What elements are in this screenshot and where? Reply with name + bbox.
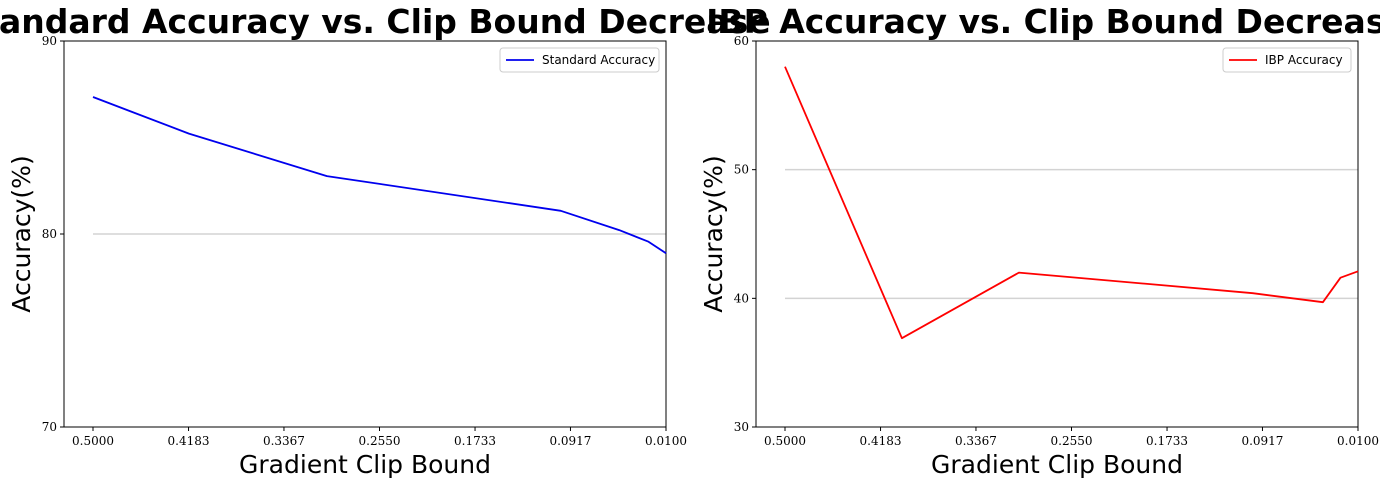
legend-entry: IBP Accuracy — [1265, 53, 1343, 67]
x-tick-label: 0.0917 — [1241, 434, 1283, 448]
plot-frame — [755, 40, 1359, 428]
x-tick-label: 0.5000 — [72, 434, 114, 448]
legend-box — [499, 47, 660, 73]
chart-panel-1: 70 80 90 0.5000 0.4183 0.3367 0.2550 0.1733 0.09… — [0, 2, 771, 479]
series-line-1 — [784, 66, 1359, 340]
y-axis-label: Accuracy(%) — [7, 155, 36, 312]
chart-title: IBP Accuracy vs. Clip Bound Decrease — [706, 2, 1380, 41]
chart-panel-2: 30 40 50 60 0.5000 0.4183 0.3367 0.2550 0.1733 0.… — [699, 2, 1380, 479]
x-axis-label: Gradient Clip Bound — [931, 450, 1183, 479]
x-tick-label: 0.3367 — [263, 434, 305, 448]
y-tick-label: 30 — [734, 420, 749, 434]
y-tick-label: 90 — [42, 34, 57, 48]
x-tick-label: 0.3367 — [955, 434, 997, 448]
x-tick-label: 0.2550 — [359, 434, 401, 448]
x-tick-label: 0.1733 — [454, 434, 496, 448]
x-tick-label: 0.1733 — [1146, 434, 1188, 448]
x-tick-label: 0.4183 — [860, 434, 902, 448]
x-tick-label: 0.0917 — [549, 434, 591, 448]
x-axis-label: Gradient Clip Bound — [239, 450, 491, 479]
series-line-1 — [92, 96, 667, 255]
y-tick-label: 50 — [734, 163, 749, 177]
x-tick-label: 0.5000 — [764, 434, 806, 448]
x-tick-label: 0.0100 — [645, 434, 687, 448]
x-tick-label: 0.0100 — [1337, 434, 1379, 448]
y-axis-label: Accuracy(%) — [699, 155, 728, 312]
y-tick-label: 80 — [42, 227, 57, 241]
legend: Standard Accuracy — [499, 47, 660, 73]
y-tick-label: 70 — [42, 420, 57, 434]
legend-box — [1222, 47, 1352, 73]
x-tick-label: 0.4183 — [168, 434, 210, 448]
legend-entry: Standard Accuracy — [542, 53, 655, 67]
y-tick-label: 60 — [734, 34, 749, 48]
x-tick-label: 0.2550 — [1051, 434, 1093, 448]
legend: IBP Accuracy — [1222, 47, 1352, 73]
y-tick-label: 40 — [734, 291, 749, 305]
chart-title: Standard Accuracy vs. Clip Bound Decreas… — [0, 2, 771, 41]
